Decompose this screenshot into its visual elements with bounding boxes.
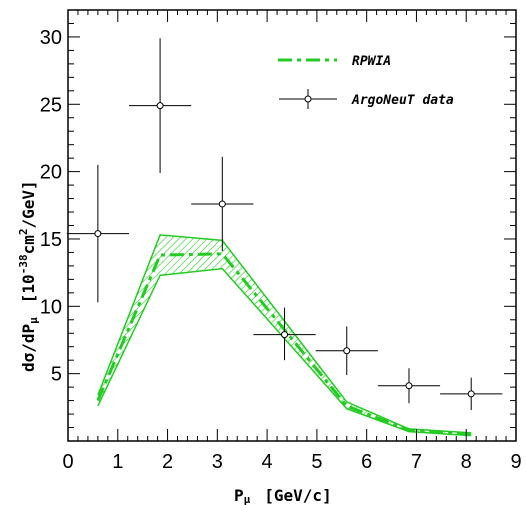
- data-marker: [156, 102, 164, 110]
- x-tick-label: 0: [62, 451, 73, 473]
- data-marker: [467, 390, 475, 398]
- data-marker: [405, 382, 413, 390]
- x-tick-label: 5: [311, 451, 322, 473]
- data-marker: [94, 230, 102, 238]
- tick-labels: 0 1 2 3 4 5 6 7 8 9 5 10 15 20 25 30: [40, 27, 522, 473]
- data-point: [66, 164, 129, 303]
- y-tick-label: 10: [40, 296, 62, 318]
- data-marker: [281, 331, 289, 339]
- y-axis-title: dσ/dPμ[10-38cm2/GeV]: [17, 180, 40, 372]
- data-point: [377, 368, 441, 404]
- y-tick-label: 15: [40, 229, 62, 251]
- argoneut-data-points: [66, 38, 503, 411]
- y-tick-label: 20: [40, 162, 62, 184]
- axis-ticks: [67, 9, 517, 441]
- data-point: [128, 38, 192, 173]
- data-point: [191, 156, 254, 252]
- x-tick-label: 1: [112, 451, 123, 473]
- y-tick-label: 25: [40, 94, 62, 116]
- x-tick-label: 7: [411, 451, 422, 473]
- x-tick-label: 3: [212, 451, 223, 473]
- x-tick-label: 9: [510, 451, 521, 473]
- y-tick-label: 30: [40, 27, 62, 49]
- legend-rpwia-label: RPWIA: [352, 54, 391, 69]
- data-point: [315, 326, 378, 376]
- legend-data-swatch-marker: [304, 95, 312, 103]
- legend: RPWIA ArgoNeuT data: [278, 54, 454, 109]
- legend-data-label: ArgoNeuT data: [351, 93, 454, 108]
- x-tick-label: 6: [361, 451, 372, 473]
- x-tick-label: 2: [162, 451, 173, 473]
- x-axis-title: Pμ [GeV/c]: [234, 486, 332, 505]
- x-tick-label: 8: [461, 451, 472, 473]
- y-tick-label: 5: [51, 364, 62, 386]
- data-marker: [218, 200, 226, 208]
- data-marker: [343, 347, 351, 355]
- data-point: [253, 307, 316, 361]
- plot-frame: [67, 9, 517, 442]
- data-point: [440, 377, 503, 411]
- x-tick-label: 4: [262, 451, 273, 473]
